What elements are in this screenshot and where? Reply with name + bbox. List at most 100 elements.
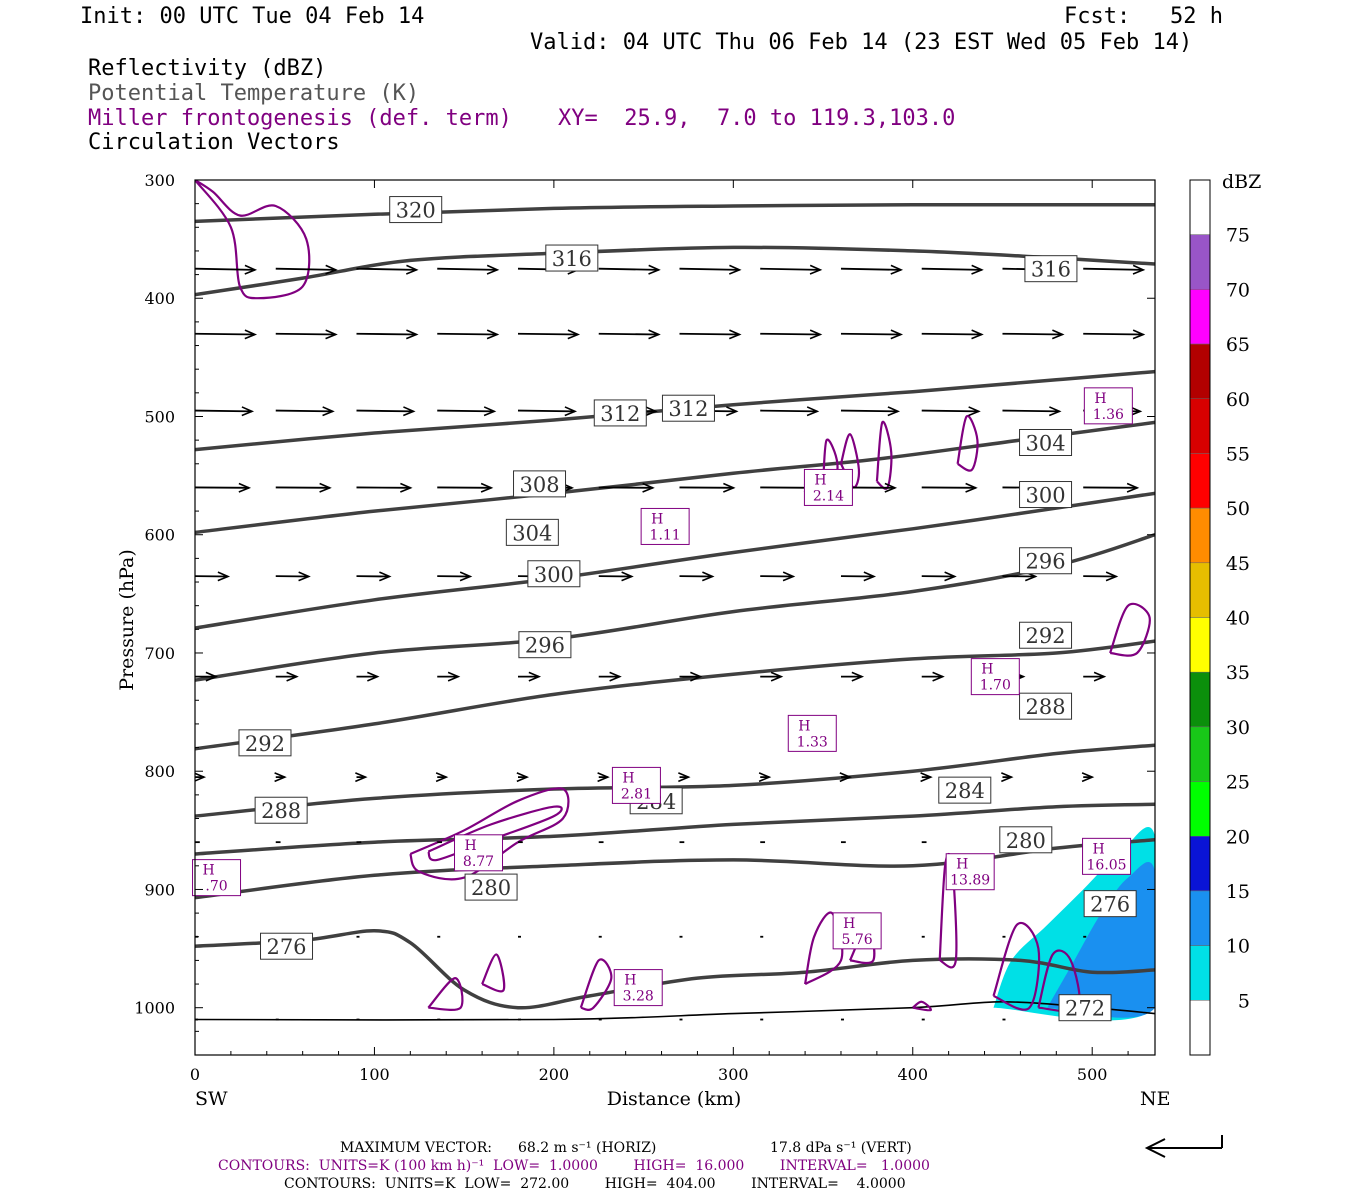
vector-head <box>403 406 416 417</box>
circulation-vector <box>679 482 736 493</box>
theta-label-box <box>545 244 599 272</box>
vector-head <box>884 482 898 493</box>
theta-label: 292 <box>1019 621 1073 649</box>
vector-head <box>325 264 338 275</box>
vector-head <box>379 571 392 582</box>
vector-shaft <box>921 267 982 271</box>
vector-head <box>728 264 742 275</box>
fronto-max-box <box>970 658 1020 696</box>
theta-label-box <box>1019 547 1073 575</box>
theta-label: 312 <box>593 399 647 427</box>
vector-head <box>244 264 258 275</box>
vector-shaft <box>921 332 982 336</box>
theta-label-text: 284 <box>945 779 985 803</box>
fronto-contour <box>912 1000 932 1012</box>
vector-head <box>728 329 742 340</box>
valid-time: Valid: 04 UTC Thu 06 Feb 14 (23 EST Wed … <box>530 30 1193 55</box>
theta-label-box <box>254 796 308 824</box>
theta-label-box <box>999 826 1053 854</box>
circulation-vector <box>195 406 255 417</box>
plot-frame <box>194 179 1156 1056</box>
vector-shaft <box>840 267 901 271</box>
theta-contour-288 <box>195 743 1155 818</box>
theta-label: 316 <box>1024 255 1078 283</box>
colorbar-frame <box>1189 179 1211 1056</box>
theta-label-text: 300 <box>1025 484 1065 508</box>
max-vector-vert: 17.8 dPa s⁻¹ (VERT) <box>770 1140 912 1156</box>
theta-label: 300 <box>527 560 581 588</box>
colorbar-tick-label: 65 <box>1226 334 1250 356</box>
vector-shaft <box>517 332 579 336</box>
colorbar-swatch <box>1189 179 1211 235</box>
circulation-vector <box>437 571 473 582</box>
y-axis-title: Pressure (hPa) <box>116 549 138 691</box>
vector-shaft <box>598 267 659 271</box>
theta-label-text: 292 <box>1025 624 1065 648</box>
y-tick-label: 400 <box>144 289 175 308</box>
circulation-vector <box>516 772 530 783</box>
x-end-label-sw: SW <box>195 1088 228 1110</box>
colorbar-tick-label: 40 <box>1226 608 1250 630</box>
circulation-vector <box>598 482 655 493</box>
vector-head <box>486 264 500 275</box>
vector-head <box>971 329 984 340</box>
circulation-vector <box>1002 406 1062 417</box>
fronto-max-value: 1.11 <box>650 527 681 543</box>
fronto-max-label: H2.81 <box>611 766 661 804</box>
vector-head <box>480 482 494 493</box>
vector-head <box>244 329 258 340</box>
vector-shaft <box>356 409 414 413</box>
vector-head <box>609 671 622 682</box>
theta-label-box <box>513 470 567 498</box>
vector-head <box>367 671 380 682</box>
theta-label-text: 312 <box>668 397 708 421</box>
theta-label: 312 <box>661 394 715 422</box>
circulation-vector <box>678 772 691 783</box>
vector-shaft <box>437 267 498 271</box>
circulation-vector <box>437 329 500 340</box>
vector-head <box>286 671 299 682</box>
colorbar-swatch <box>1189 562 1211 618</box>
theta-label: 284 <box>938 776 992 804</box>
colorbar-tick-label: 30 <box>1226 717 1250 739</box>
fronto-max-label: H3.28 <box>613 969 663 1007</box>
circulation-vector <box>517 671 542 682</box>
theta-contour-300 <box>195 491 1155 630</box>
vector-head <box>486 329 500 340</box>
circulation-vector <box>1001 772 1014 783</box>
vector-shaft <box>356 267 417 271</box>
vector-head <box>678 772 691 783</box>
circulation-vector <box>598 671 622 682</box>
fronto-max-value: 2.14 <box>813 488 844 504</box>
vector-head <box>968 406 981 417</box>
theta-contour-276 <box>195 929 1155 1010</box>
vector-shaft <box>840 409 898 413</box>
theta-contour-316 <box>195 245 1155 297</box>
circulation-vector <box>679 264 742 275</box>
vector-shaft <box>517 409 576 413</box>
vector-shaft <box>760 332 821 336</box>
circulation-vector <box>355 772 368 783</box>
circulation-vector <box>1083 482 1140 493</box>
y-tick-label: 500 <box>144 407 175 426</box>
fronto-contour <box>875 420 893 490</box>
circulation-vector <box>598 329 661 340</box>
vector-head <box>528 671 542 682</box>
colorbar-tick-label: 15 <box>1226 881 1250 903</box>
fronto-max-label: H16.05 <box>1082 837 1132 875</box>
vector-shaft <box>760 409 818 413</box>
vector-head <box>809 264 823 275</box>
vector-shaft <box>679 332 740 336</box>
circulation-vector <box>921 406 981 417</box>
circulation-vector <box>437 671 461 682</box>
x-end-label-ne: NE <box>1140 1088 1171 1110</box>
theta-label-text: 276 <box>266 935 306 959</box>
theta-label-box <box>527 560 581 588</box>
vector-head <box>702 571 715 582</box>
fronto-max-value: 1.36 <box>1093 407 1124 423</box>
vector-head <box>944 571 957 582</box>
fronto-max-value: 8.77 <box>463 854 494 870</box>
fronto-max-box <box>613 969 663 1007</box>
vector-head <box>851 671 865 682</box>
theta-label-box <box>938 776 992 804</box>
